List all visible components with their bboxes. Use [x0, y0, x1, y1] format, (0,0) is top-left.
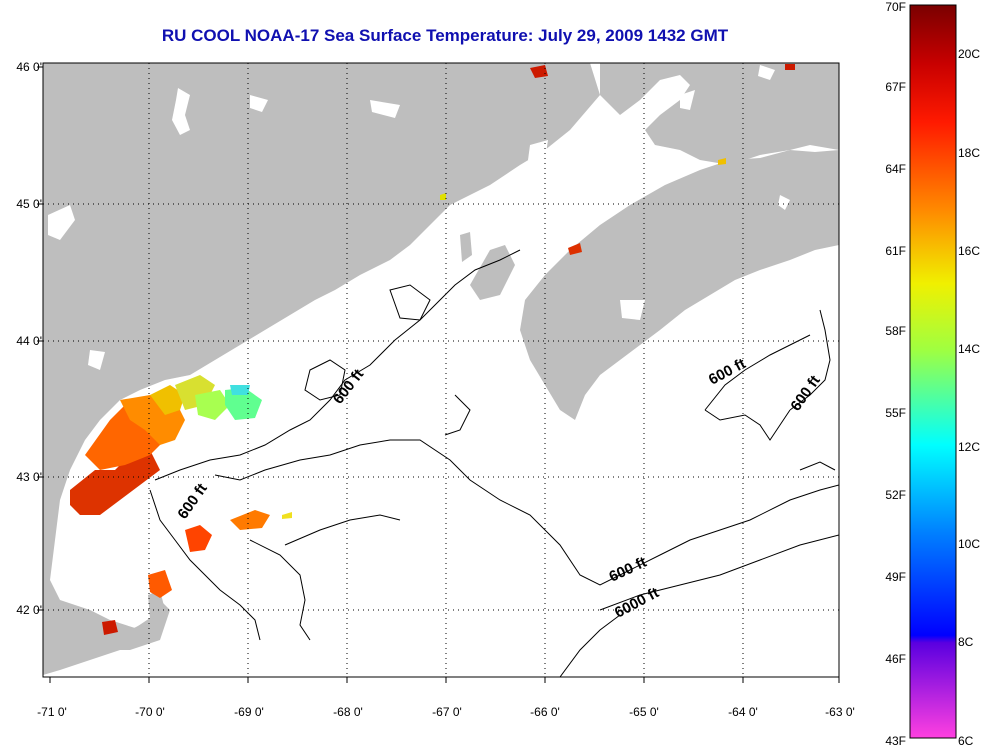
lon-label: -65 0' [629, 705, 659, 719]
lon-label: -68 0' [333, 705, 363, 719]
colorbar-c-label: 12C [958, 440, 980, 454]
colorbar-c-label: 8C [958, 635, 974, 649]
colorbar-c-label: 10C [958, 537, 980, 551]
lon-label: -71 0' [37, 705, 67, 719]
lon-label: -69 0' [234, 705, 264, 719]
tick-marks [37, 66, 840, 683]
island [460, 232, 472, 262]
colorbar-f-label: 64F [885, 162, 906, 176]
colorbar-f-label: 58F [885, 324, 906, 338]
lat-label: 45 0' [16, 197, 42, 211]
colorbar-f-label: 55F [885, 406, 906, 420]
sst-data [70, 64, 795, 635]
colorbar-c-label: 16C [958, 244, 980, 258]
colorbar-c-label: 18C [958, 146, 980, 160]
colorbar-c-label: 14C [958, 342, 980, 356]
colorbar-f-label: 49F [885, 570, 906, 584]
colorbar-c-label: 20C [958, 47, 980, 61]
colorbar-f-label: 61F [885, 244, 906, 258]
colorbar [909, 4, 957, 739]
mainland-landmass [43, 63, 600, 675]
cape-cod [100, 600, 170, 650]
lat-label: 42 0' [16, 603, 42, 617]
new-brunswick-landmass [600, 63, 839, 165]
colorbar-f-label: 70F [885, 0, 906, 14]
lat-label: 46 0' [16, 60, 42, 74]
lat-label: 43 0' [16, 470, 42, 484]
colorbar-f-label: 67F [885, 80, 906, 94]
colorbar-f-label: 46F [885, 652, 906, 666]
colorbar-f-label: 52F [885, 488, 906, 502]
lakes [48, 65, 790, 370]
colorbar-f-label: 43F [885, 734, 906, 748]
lat-label: 44 0' [16, 334, 42, 348]
map-title: RU COOL NOAA-17 Sea Surface Temperature:… [161, 26, 729, 45]
nova-scotia-landmass [520, 150, 839, 420]
map-frame [42, 62, 840, 678]
colorbar-c-label: 6C [958, 734, 974, 748]
island [470, 245, 515, 300]
lon-label: -64 0' [728, 705, 758, 719]
bathymetry-contours [149, 249, 839, 677]
lon-label: -63 0' [825, 705, 855, 719]
lon-label: -66 0' [530, 705, 560, 719]
lon-label: -67 0' [432, 705, 462, 719]
lon-label: -70 0' [135, 705, 165, 719]
